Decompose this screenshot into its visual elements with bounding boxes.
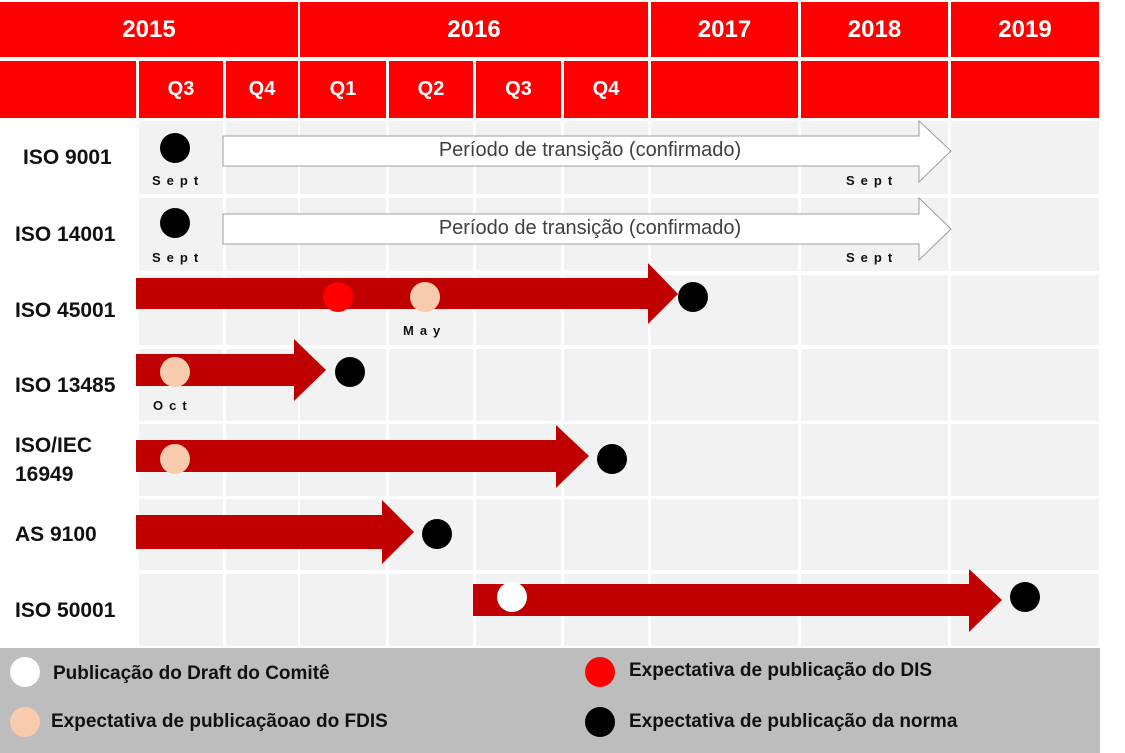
legend-fdis-label: Expectativa de publicaçãoao do FDIS: [51, 711, 388, 732]
grid-cell: [226, 574, 298, 646]
quarter-2016-q2: Q2: [389, 61, 473, 118]
quarter-2016-q1: Q1: [300, 61, 386, 118]
quarter-2017-blank: [651, 61, 798, 118]
grid-cell: [651, 275, 798, 345]
fdis-dot-iso-iec-16949: [160, 444, 190, 474]
grid-cell: [389, 574, 473, 646]
row-label-iso-50001: ISO 50001: [15, 598, 116, 622]
legend-cd-label: Publicação do Draft do Comitê: [53, 663, 330, 684]
norma-dot-iso-14001: [160, 208, 190, 238]
development-arrow-iso-13485: [136, 339, 326, 401]
quarter-2018-blank: [801, 61, 948, 118]
grid-cell: [564, 499, 648, 570]
month-label-iso-9001-end: Sept: [846, 173, 899, 188]
month-label-iso-13485: Oct: [153, 398, 193, 413]
quarter-2019-blank: [951, 61, 1099, 118]
year-2019: 2019: [951, 2, 1099, 57]
development-arrow-as-9100: [136, 500, 414, 564]
legend-cd-dot: [10, 657, 40, 687]
grid-cell: [951, 198, 1099, 271]
grid-cell: [564, 349, 648, 421]
row-label-iso-9001: ISO 9001: [23, 146, 112, 169]
quarter-2015-q4: Q4: [226, 61, 298, 118]
month-label-iso-14001-end: Sept: [846, 250, 899, 265]
year-2015: 2015: [0, 2, 298, 57]
grid-cell: [951, 424, 1099, 496]
quarter-2016-q3: Q3: [476, 61, 561, 118]
grid-cell: [476, 349, 561, 421]
grid-cell: [801, 349, 948, 421]
row-label-iso-13485: ISO 13485: [15, 373, 116, 397]
transition-text-iso-9001: Período de transição (confirmado): [438, 139, 742, 161]
transition-text-iso-14001: Período de transição (confirmado): [438, 217, 742, 239]
norma-dot-iso-45001: [678, 282, 708, 312]
month-label-iso-45001: May: [403, 323, 447, 338]
year-2018: 2018: [801, 2, 948, 57]
norma-dot-iso-iec-16949: [597, 444, 627, 474]
transition-arrow-iso-9001: [222, 119, 952, 184]
norma-dot-iso-50001: [1010, 582, 1040, 612]
month-label-iso-9001-start: Sept: [152, 173, 205, 188]
grid-cell: [951, 499, 1099, 570]
legend-dis-label: Expectativa de publicação do DIS: [629, 660, 933, 681]
dis-dot-iso-45001: [323, 282, 353, 312]
legend: Publicação do Draft do Comitê Expectativ…: [0, 648, 1100, 753]
grid-cell: [951, 349, 1099, 421]
legend-dis-dot: [585, 657, 615, 687]
row-label-as-9100: AS 9100: [15, 523, 97, 546]
legend-fdis-dot: [10, 707, 40, 737]
year-2016: 2016: [300, 2, 648, 57]
quarter-header-blank: [0, 61, 136, 118]
fdis-dot-iso-45001: [410, 282, 440, 312]
grid-cell: [651, 499, 798, 570]
year-2017: 2017: [651, 2, 798, 57]
grid-cell: [951, 121, 1099, 194]
quarter-2016-q4: Q4: [564, 61, 648, 118]
row-label-iso-iec-16949: ISO/IEC 16949: [15, 434, 93, 486]
grid-cell: [139, 574, 223, 646]
grid-cell: [801, 499, 948, 570]
norma-dot-as-9100: [422, 519, 452, 549]
month-label-iso-14001-start: Sept: [152, 250, 205, 265]
legend-norma-label: Expectativa de publicação da norma: [629, 711, 958, 732]
quarter-2015-q3: Q3: [139, 61, 223, 118]
norma-dot-iso-13485: [335, 357, 365, 387]
grid-cell: [801, 275, 948, 345]
row-label-iso-45001: ISO 45001: [15, 298, 116, 322]
grid-cell: [651, 424, 798, 496]
legend-norma-dot: [585, 707, 615, 737]
row-label-iso-14001: ISO 14001: [15, 223, 116, 246]
norma-dot-iso-9001: [160, 133, 190, 163]
grid-cell: [951, 275, 1099, 345]
grid-cell: [300, 574, 386, 646]
grid-cell: [476, 499, 561, 570]
cd-dot-iso-50001: [497, 582, 527, 612]
development-arrow-iso-45001: [136, 263, 678, 324]
grid-cell: [389, 349, 473, 421]
grid-cell: [651, 349, 798, 421]
transition-arrow-iso-14001: [222, 196, 952, 262]
grid-cell: [801, 424, 948, 496]
development-arrow-iso-iec-16949: [136, 425, 589, 488]
fdis-dot-iso-13485: [160, 357, 190, 387]
development-arrow-iso-50001: [473, 569, 1002, 632]
